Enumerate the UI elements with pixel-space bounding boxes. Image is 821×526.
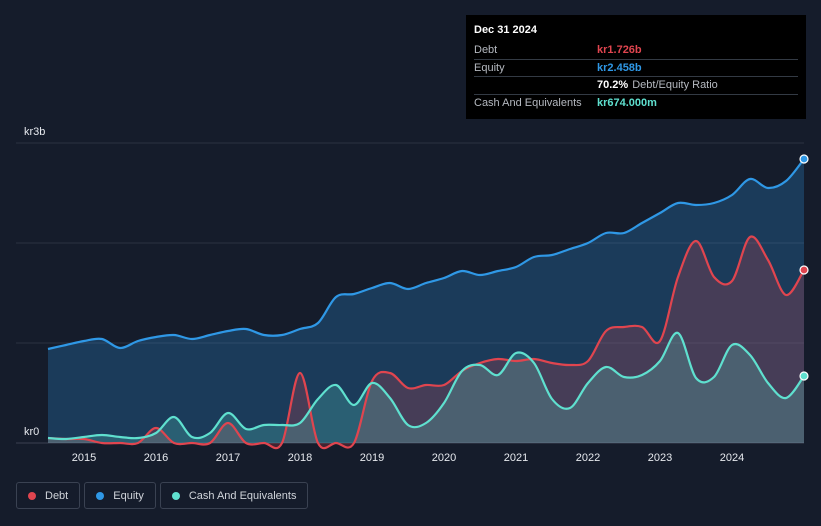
legend-label: Equity bbox=[113, 489, 144, 502]
tooltip-date: Dec 31 2024 bbox=[474, 24, 537, 36]
tooltip-label: Equity bbox=[474, 61, 505, 74]
tooltip-row-ratio: 70.2% Debt/Equity Ratio bbox=[474, 77, 798, 95]
area-debt bbox=[48, 236, 804, 449]
tooltip-row-debt: Debt kr1.726b bbox=[474, 42, 798, 60]
legend-dot-icon bbox=[28, 491, 36, 500]
x-tick-label: 2023 bbox=[648, 452, 672, 464]
y-tick-label-bottom: kr0 bbox=[24, 426, 39, 438]
legend-label: Debt bbox=[45, 489, 69, 502]
x-axis-ticks: 2015 2016 2017 2018 2019 2020 2021 2022 2023 2024 bbox=[72, 452, 744, 464]
tooltip-value-equity: kr2.458b bbox=[597, 61, 642, 74]
tooltip-value-debt: kr1.726b bbox=[597, 44, 642, 57]
tooltip-row-cash: Cash And Equivalents kr674.000m bbox=[474, 95, 798, 112]
series-endpoints bbox=[799, 154, 809, 381]
y-tick-label-top: kr3b bbox=[24, 126, 45, 138]
x-tick-label: 2022 bbox=[576, 452, 600, 464]
x-tick-label: 2020 bbox=[432, 452, 456, 464]
gridlines bbox=[16, 142, 804, 444]
legend: Debt Equity Cash And Equivalents bbox=[16, 482, 309, 509]
x-tick-label: 2019 bbox=[360, 452, 384, 464]
line-debt bbox=[47, 235, 805, 450]
endpoint-cash-and-equivalents bbox=[799, 371, 809, 381]
series-areas bbox=[48, 159, 804, 449]
x-tick-label: 2018 bbox=[288, 452, 312, 464]
x-tick-label: 2024 bbox=[720, 452, 744, 464]
tooltip-ratio-caption: Debt/Equity Ratio bbox=[632, 79, 718, 92]
series-lines bbox=[47, 158, 805, 450]
area-cash-and-equivalents bbox=[48, 332, 804, 443]
x-tick-label: 2015 bbox=[72, 452, 96, 464]
tooltip-row-equity: Equity kr2.458b bbox=[474, 60, 798, 77]
x-tick-label: 2017 bbox=[216, 452, 240, 464]
tooltip-value-ratio: 70.2% bbox=[597, 79, 629, 92]
line-cash-and-equivalents bbox=[47, 331, 805, 441]
tooltip-value-cash: kr674.000m bbox=[597, 96, 657, 109]
line-equity bbox=[47, 158, 805, 351]
legend-label: Cash And Equivalents bbox=[188, 489, 297, 502]
tooltip-label: Cash And Equivalents bbox=[474, 96, 582, 109]
endpoint-debt bbox=[799, 265, 809, 275]
legend-dot-icon bbox=[171, 491, 180, 500]
legend-item-cash[interactable]: Cash And Equivalents bbox=[159, 482, 309, 509]
tooltip-label: Debt bbox=[474, 44, 498, 57]
endpoint-equity bbox=[799, 154, 809, 164]
legend-item-equity[interactable]: Equity bbox=[84, 482, 156, 509]
tooltip-panel: Dec 31 2024 Debt kr1.726b Equity kr2.458… bbox=[466, 15, 806, 119]
x-tick-label: 2016 bbox=[144, 452, 168, 464]
x-tick-label: 2021 bbox=[504, 452, 528, 464]
legend-dot-icon bbox=[96, 491, 105, 500]
legend-item-debt[interactable]: Debt bbox=[16, 482, 81, 509]
